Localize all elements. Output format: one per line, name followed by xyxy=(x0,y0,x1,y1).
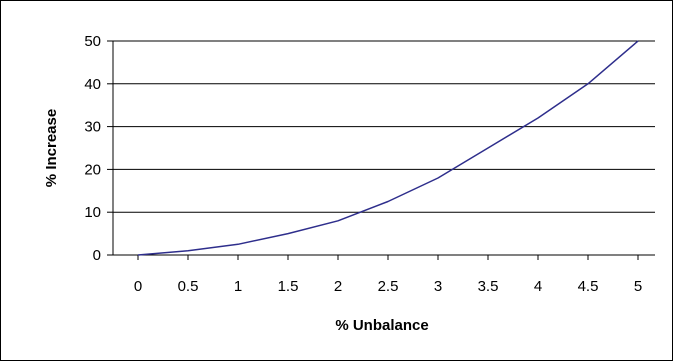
x-tick-label: 5 xyxy=(634,278,642,295)
x-tick-label: 1 xyxy=(234,278,242,295)
series xyxy=(137,40,639,256)
y-tick-label: 0 xyxy=(93,247,101,264)
axes xyxy=(107,40,655,260)
series-line-0 xyxy=(137,40,639,256)
x-tick-label: 0.5 xyxy=(178,278,199,295)
x-tick-label: 3.5 xyxy=(478,278,499,295)
gridlines xyxy=(113,40,655,213)
x-tick-label: 2.5 xyxy=(378,278,399,295)
x-tick-label: 0 xyxy=(134,278,142,295)
x-axis-title: % Unbalance xyxy=(335,317,428,334)
y-tick-label: 30 xyxy=(84,119,101,136)
x-tick-label: 1.5 xyxy=(278,278,299,295)
y-tick-label: 50 xyxy=(84,33,101,50)
x-tick-label: 3 xyxy=(434,278,442,295)
y-tick-label: 40 xyxy=(84,76,101,93)
x-tick-label: 4.5 xyxy=(578,278,599,295)
y-axis-title: % Increase xyxy=(43,109,60,187)
tick-labels: 0 10 20 30 40 50 0 0.5 1 1.5 2 2.5 3 3.5 4 4.5 5 xyxy=(84,33,642,295)
x-tick-label: 4 xyxy=(534,278,542,295)
y-tick-label: 10 xyxy=(84,204,101,221)
y-tick-label: 20 xyxy=(84,161,101,178)
x-tick-label: 2 xyxy=(334,278,342,295)
